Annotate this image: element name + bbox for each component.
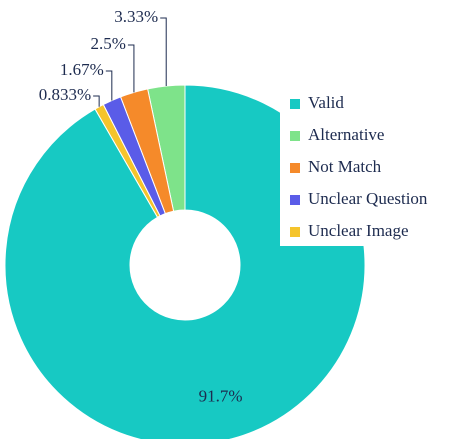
legend-swatch xyxy=(290,227,300,237)
slice-label: 1.67% xyxy=(60,60,104,79)
leader-line xyxy=(93,95,100,107)
legend-label: Unclear Question xyxy=(308,189,428,208)
legend-label: Alternative xyxy=(308,125,384,144)
legend-background xyxy=(280,86,465,246)
leader-line xyxy=(105,70,113,101)
slice-label: 0.833% xyxy=(39,85,91,104)
legend-swatch xyxy=(290,163,300,173)
slice-label: 2.5% xyxy=(91,34,126,53)
legend-swatch xyxy=(290,195,300,205)
legend-swatch xyxy=(290,99,300,109)
legend-swatch xyxy=(290,131,300,141)
leader-line xyxy=(127,44,135,93)
legend-label: Valid xyxy=(308,93,344,112)
legend-label: Not Match xyxy=(308,157,382,176)
legend-label: Unclear Image xyxy=(308,221,409,240)
leader-line xyxy=(160,17,167,86)
slice-label: 91.7% xyxy=(199,387,243,406)
slice-label: 3.33% xyxy=(114,7,158,26)
